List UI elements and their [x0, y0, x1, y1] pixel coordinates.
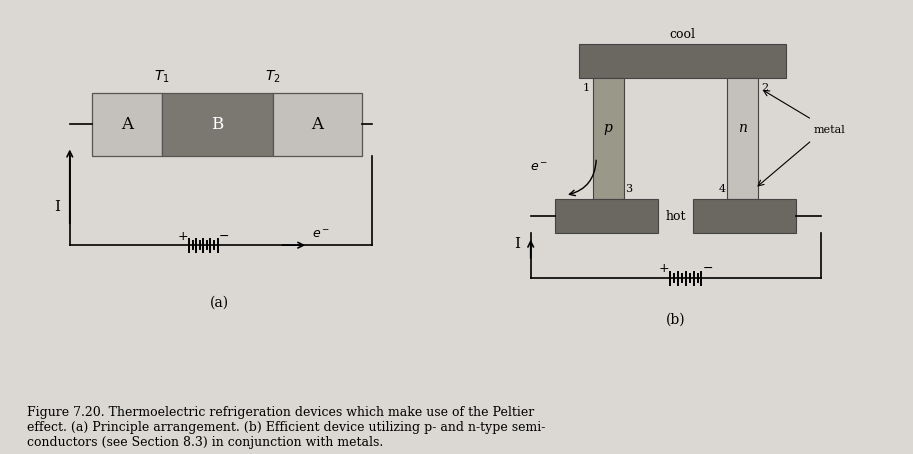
- Bar: [693, 199, 796, 233]
- Text: I: I: [514, 237, 519, 251]
- Text: n: n: [739, 121, 748, 135]
- Text: I: I: [54, 200, 60, 214]
- Text: Figure 7.20. Thermoelectric refrigeration devices which make use of the Peltier
: Figure 7.20. Thermoelectric refrigeratio…: [27, 406, 546, 449]
- Text: $T_2$: $T_2$: [265, 69, 281, 85]
- Bar: [273, 93, 362, 156]
- Text: 4: 4: [719, 184, 726, 194]
- Text: B: B: [212, 116, 224, 133]
- Text: A: A: [311, 116, 323, 133]
- Text: 2: 2: [761, 83, 769, 93]
- Text: −: −: [218, 230, 229, 243]
- Text: +: +: [177, 230, 188, 243]
- Text: cool: cool: [669, 29, 696, 41]
- Bar: [555, 199, 658, 233]
- Text: −: −: [703, 262, 714, 275]
- Text: $e^-$: $e^-$: [530, 161, 548, 174]
- Text: 3: 3: [625, 184, 633, 194]
- Text: $e^-$: $e^-$: [311, 227, 330, 241]
- Text: p: p: [603, 121, 613, 135]
- Bar: [92, 93, 163, 156]
- Text: hot: hot: [666, 210, 686, 222]
- Text: A: A: [121, 116, 133, 133]
- Bar: [163, 93, 273, 156]
- Text: (b): (b): [666, 313, 686, 326]
- Text: metal: metal: [813, 125, 845, 135]
- Text: $T_1$: $T_1$: [154, 69, 170, 85]
- Text: (a): (a): [210, 296, 228, 309]
- Bar: [593, 78, 624, 199]
- Bar: [728, 78, 759, 199]
- Text: +: +: [658, 262, 669, 275]
- Bar: [579, 44, 786, 78]
- Text: 1: 1: [582, 83, 590, 93]
